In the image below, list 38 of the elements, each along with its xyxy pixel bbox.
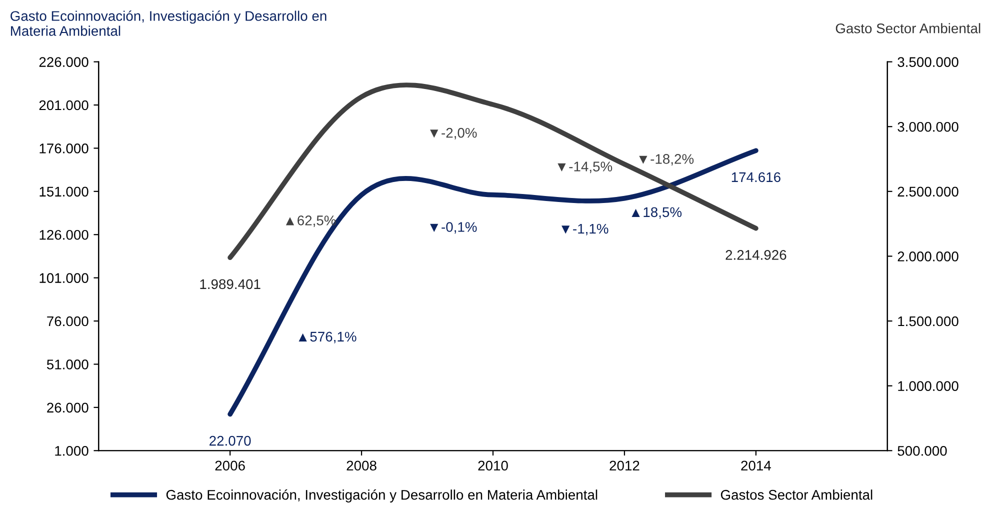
annotation: ▲62,5% [286,216,336,228]
y2-tick-label: 1.500.000 [898,316,958,326]
annotation: ▼-1,1% [562,224,608,236]
y2-tick-label: 1.000.000 [898,381,958,391]
y-tick-label: 76.000 [47,316,88,326]
legend-label: Gastos Sector Ambiental [720,490,872,500]
x-tick-label: 2008 [346,460,376,471]
y2-tick-label: 2.500.000 [898,186,958,197]
x-tick-label: 2012 [610,460,640,471]
y-tick-label: 126.000 [40,230,88,240]
y2-axis-title: Gasto Sector Ambiental [836,23,980,34]
annotation: ▼-18,2% [639,154,694,166]
y-tick-label: 101.000 [40,273,88,283]
y-tick-label: 26.000 [47,402,88,413]
data-label: 1.989.401 [200,279,260,290]
x-tick-label: 2010 [478,460,508,471]
y2-tick-label: 2.000.000 [898,252,958,262]
annotation: ▼-2,0% [430,128,477,140]
y-tick-label: 176.000 [40,144,88,154]
annotation: ▲576,1% [298,332,356,344]
annotation: ▼-14,5% [558,162,612,174]
data-label: 22.070 [210,436,251,446]
y-axis-title: Gasto Ecoinnovación, Investigación y Desarrollo en Materia Ambiental [10,10,326,36]
data-label: 2.214.926 [726,250,786,260]
y-tick-label: 51.000 [46,360,88,370]
annotation: ▼-0,1% [430,222,477,234]
data-label: 174.616 [732,172,780,182]
y-tick-label: 226.000 [39,57,88,67]
legend-label: Gasto Ecoinnovación, Investigación y Desarrollo en Materia Ambiental [166,489,598,502]
y-tick-label: 201.000 [39,100,88,110]
annotation: ▲18,5% [632,207,682,219]
y2-tick-label: 3.000.000 [898,122,958,132]
y2-tick-label: 3.500.000 [898,57,958,67]
y-tick-label: 151.000 [40,186,88,197]
x-tick-label: 2006 [215,460,245,471]
y2-tick-label: 500.000 [898,446,947,456]
x-tick-label: 2014 [741,460,771,471]
y-tick-label: 1.000 [55,446,88,456]
